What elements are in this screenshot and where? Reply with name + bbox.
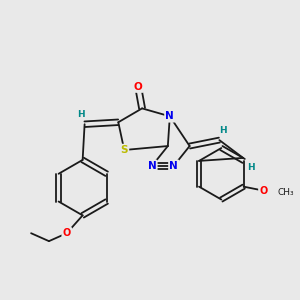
Text: O: O	[134, 82, 142, 92]
Text: S: S	[121, 145, 128, 155]
Text: N: N	[148, 161, 156, 171]
Text: N: N	[169, 161, 178, 171]
Text: H: H	[247, 163, 255, 172]
Text: O: O	[63, 228, 71, 238]
Text: O: O	[259, 186, 268, 196]
Text: CH₃: CH₃	[277, 188, 294, 197]
Text: H: H	[77, 110, 85, 119]
Text: H: H	[220, 126, 227, 135]
Text: N: N	[165, 111, 174, 121]
